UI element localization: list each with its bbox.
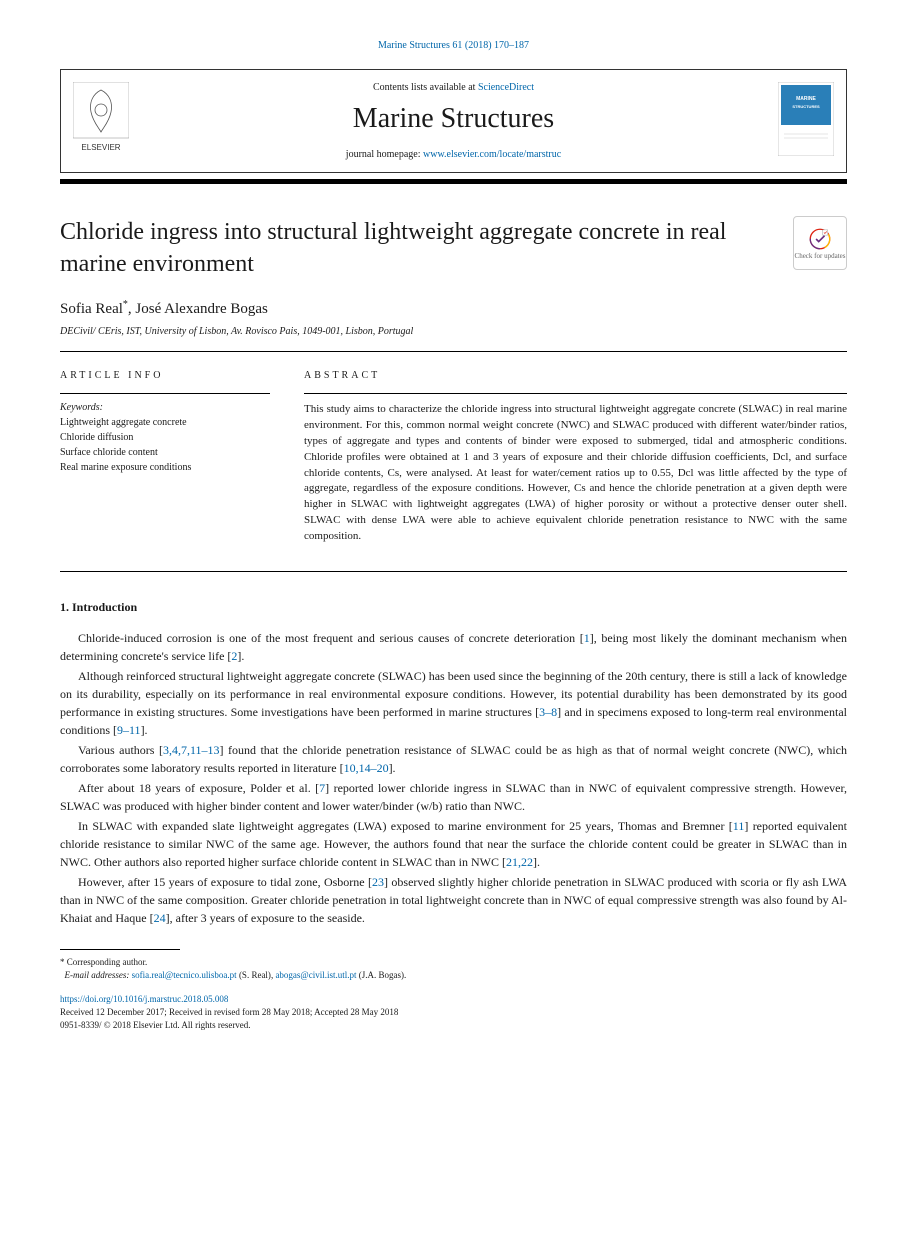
affiliation: DECivil/ CEris, IST, University of Lisbo… [60,326,847,337]
article-title: Chloride ingress into structural lightwe… [60,216,777,281]
footnote-block: * Corresponding author. E-mail addresses… [60,956,847,981]
running-header: Marine Structures 61 (2018) 170–187 [60,40,847,51]
ref-link[interactable]: 2 [231,649,237,663]
journal-homepage: journal homepage: www.elsevier.com/locat… [77,149,830,160]
ref-link[interactable]: 10,14–20 [344,761,389,775]
ref-link[interactable]: 9–11 [117,723,141,737]
svg-text:MARINE: MARINE [796,96,816,102]
journal-title: Marine Structures [77,103,830,135]
ref-link[interactable]: 24 [154,911,166,925]
body-text: Chloride-induced corrosion is one of the… [60,629,847,927]
divider [60,351,847,352]
sciencedirect-link[interactable]: ScienceDirect [478,82,534,93]
footnote-divider [60,949,180,950]
elsevier-logo: ELSEVIER [73,82,129,159]
divider [60,571,847,572]
ref-link[interactable]: 1 [584,631,590,645]
history-line: Received 12 December 2017; Received in r… [60,1007,398,1017]
paragraph: However, after 15 years of exposure to t… [60,873,847,927]
keyword-item: Real marine exposure conditions [60,460,270,475]
author-1: Sofia Real* [60,301,128,317]
keywords-label: Keywords: [60,402,270,413]
keywords-list: Lightweight aggregate concrete Chloride … [60,415,270,475]
paragraph: In SLWAC with expanded slate lightweight… [60,817,847,871]
paragraph: After about 18 years of exposure, Polder… [60,779,847,815]
author-2: José Alexandre Bogas [135,301,267,317]
paragraph: Although reinforced structural lightweig… [60,667,847,739]
keyword-item: Surface chloride content [60,445,270,460]
ref-link[interactable]: 3,4,7,11–13 [163,743,220,757]
ref-link[interactable]: 21,22 [506,855,533,869]
email-line: E-mail addresses: sofia.real@tecnico.uli… [60,969,847,982]
abstract-text: This study aims to characterize the chlo… [304,402,847,545]
issn-copyright: 0951-8339/ © 2018 Elsevier Ltd. All righ… [60,1020,251,1030]
article-info-column: ARTICLE INFO Keywords: Lightweight aggre… [60,370,270,545]
ref-link[interactable]: 3–8 [539,705,557,719]
journal-cover-thumbnail: MARINE STRUCTURES [778,82,834,161]
article-info-heading: ARTICLE INFO [60,370,270,381]
email-link-1[interactable]: sofia.real@tecnico.ulisboa.pt [132,970,237,980]
ref-link[interactable]: 23 [372,875,384,889]
keyword-item: Lightweight aggregate concrete [60,415,270,430]
divider-bar [60,179,847,184]
running-header-journal[interactable]: Marine Structures [378,40,450,51]
doi-link[interactable]: https://doi.org/10.1016/j.marstruc.2018.… [60,994,228,1004]
keyword-item: Chloride diffusion [60,430,270,445]
section-heading: 1. Introduction [60,600,847,615]
svg-text:ELSEVIER: ELSEVIER [81,143,120,152]
ref-link[interactable]: 7 [319,781,325,795]
check-updates-label: Check for updates [795,252,846,260]
corresponding-author: * Corresponding author. [60,956,847,969]
authors-line: Sofia Real*, José Alexandre Bogas [60,299,847,318]
check-updates-badge[interactable]: Check for updates [793,216,847,270]
doi-block: https://doi.org/10.1016/j.marstruc.2018.… [60,993,847,1031]
journal-homepage-link[interactable]: www.elsevier.com/locate/marstruc [423,149,561,160]
contents-line: Contents lists available at ScienceDirec… [77,82,830,93]
svg-text:STRUCTURES: STRUCTURES [792,104,820,109]
journal-header-box: ELSEVIER MARINE STRUCTURES Contents list… [60,69,847,173]
email-link-2[interactable]: abogas@civil.ist.utl.pt [275,970,356,980]
ref-link[interactable]: 11 [733,819,745,833]
paragraph: Chloride-induced corrosion is one of the… [60,629,847,665]
abstract-column: ABSTRACT This study aims to characterize… [304,370,847,545]
running-header-pages: 61 (2018) 170–187 [452,40,529,51]
paragraph: Various authors [3,4,7,11–13] found that… [60,741,847,777]
abstract-heading: ABSTRACT [304,370,847,381]
